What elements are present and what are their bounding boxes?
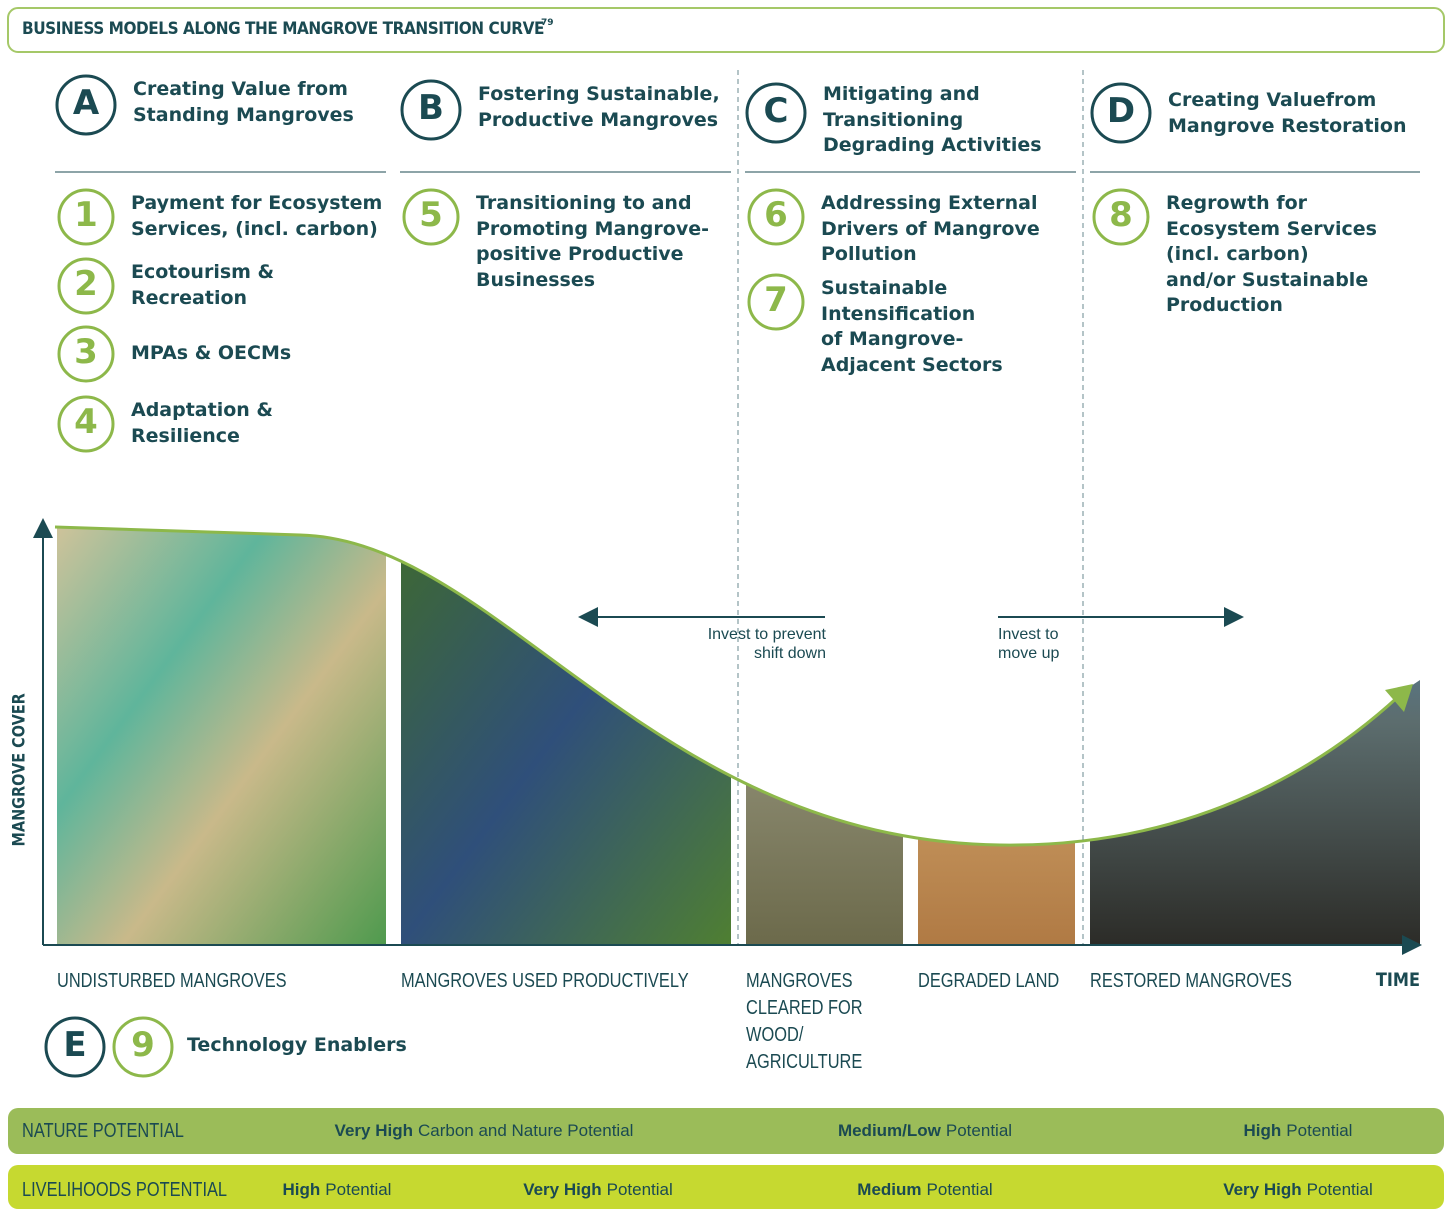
item-text: Production — [1166, 296, 1283, 315]
segment-text: Potential — [1307, 1180, 1373, 1199]
enabler-letter: E — [46, 1028, 104, 1062]
item-text: MPAs & OECMs — [131, 344, 291, 363]
segment-text: Carbon and Nature Potential — [418, 1121, 633, 1140]
item-number: 2 — [59, 267, 113, 301]
segment-bold: High — [283, 1180, 321, 1199]
arrow-label: Invest to — [998, 627, 1058, 643]
item-text: and/or Sustainable — [1166, 271, 1368, 290]
column-heading: Fostering Sustainable, — [478, 85, 720, 104]
nature-bar — [8, 1108, 1444, 1154]
column-letter: D — [1092, 94, 1150, 128]
item-text: Businesses — [476, 271, 595, 290]
item-text: positive Productive — [476, 245, 684, 264]
bar-label: NATURE POTENTIAL — [22, 1121, 184, 1141]
item-number: 3 — [59, 335, 113, 369]
photo — [401, 500, 731, 944]
item-text: Regrowth for — [1166, 194, 1307, 213]
column-heading: Creating Value from — [133, 80, 348, 99]
column-heading: Mangrove Restoration — [1168, 117, 1407, 136]
stage-label: UNDISTURBED MANGROVES — [57, 971, 287, 991]
column-letter: A — [57, 86, 115, 120]
bar-label: LIVELIHOODS POTENTIAL — [22, 1180, 227, 1200]
segment-text: Potential — [927, 1180, 993, 1199]
item-number: 5 — [404, 198, 458, 232]
segment-text: Potential — [607, 1180, 673, 1199]
y-axis-label: MANGROVE COVER — [12, 711, 29, 847]
enabler-label: Technology Enablers — [187, 1036, 407, 1055]
photo — [746, 500, 903, 944]
column-letter: B — [402, 91, 460, 125]
item-text: Adaptation & — [131, 401, 273, 420]
item-text: Sustainable — [821, 279, 947, 298]
segment-bold: Very High — [523, 1180, 601, 1199]
column-letter: C — [747, 94, 805, 128]
item-text: Resilience — [131, 427, 240, 446]
item-number: 4 — [59, 405, 113, 439]
stage-label: WOOD/ — [746, 1025, 803, 1045]
item-number: 1 — [59, 198, 113, 232]
title: BUSINESS MODELS ALONG THE MANGROVE TRANS… — [22, 21, 544, 38]
item-number: 6 — [749, 198, 803, 232]
enabler-number: 9 — [114, 1028, 172, 1062]
item-text: Drivers of Mangrove — [821, 220, 1040, 239]
stage-label: DEGRADED LAND — [918, 971, 1059, 991]
column-heading: Standing Mangroves — [133, 106, 354, 125]
item-text: of Mangrove- — [821, 330, 963, 349]
photo — [918, 500, 1075, 944]
item-text: Payment for Ecosystem — [131, 194, 382, 213]
stage-label: AGRICULTURE — [746, 1052, 862, 1072]
item-number: 7 — [749, 283, 803, 317]
item-text: Adjacent Sectors — [821, 356, 1003, 375]
column-heading: Degrading Activities — [823, 136, 1042, 155]
potential-segment: Very High Carbon and Nature Potential — [335, 1122, 634, 1139]
footnote: 79 — [541, 19, 554, 28]
item-text: Ecotourism & — [131, 263, 274, 282]
item-text: Ecosystem Services — [1166, 220, 1377, 239]
column-heading: Transitioning — [823, 111, 963, 130]
stage-label: MANGROVES — [746, 971, 853, 991]
column-heading: Productive Mangroves — [478, 111, 718, 130]
potential-segment: Medium Potential — [857, 1181, 992, 1198]
arrow-label: move up — [998, 646, 1059, 662]
item-number: 8 — [1094, 198, 1148, 232]
page: (() => { const data = JSON.parse(documen… — [0, 0, 1452, 1211]
item-text: (incl. carbon) — [1166, 245, 1309, 264]
segment-text: Potential — [1286, 1121, 1352, 1140]
segment-bold: High — [1244, 1121, 1282, 1140]
diagram — [0, 0, 1452, 1211]
segment-bold: Very High — [335, 1121, 413, 1140]
stage-label: RESTORED MANGROVES — [1090, 971, 1292, 991]
item-text: Addressing External — [821, 194, 1037, 213]
potential-segment: Very High Potential — [1223, 1181, 1373, 1198]
potential-segment: Very High Potential — [523, 1181, 673, 1198]
item-text: Services, (incl. carbon) — [131, 220, 378, 239]
stage-label: MANGROVES USED PRODUCTIVELY — [401, 971, 689, 991]
x-axis-label: TIME — [1369, 971, 1420, 990]
arrow-label: shift down — [754, 646, 826, 662]
segment-text: Potential — [325, 1180, 391, 1199]
item-text: Promoting Mangrove- — [476, 220, 709, 239]
photo — [57, 500, 386, 944]
column-heading: Creating Valuefrom — [1168, 91, 1376, 110]
item-text: Pollution — [821, 245, 917, 264]
segment-text: Potential — [946, 1121, 1012, 1140]
column-heading: Mitigating and — [823, 85, 980, 104]
item-text: Transitioning to and — [476, 194, 692, 213]
item-text: Recreation — [131, 289, 247, 308]
arrow-label: Invest to prevent — [708, 627, 826, 643]
stage-label: CLEARED FOR — [746, 998, 863, 1018]
segment-bold: Medium — [857, 1180, 921, 1199]
potential-segment: Medium/Low Potential — [838, 1122, 1012, 1139]
segment-bold: Very High — [1223, 1180, 1301, 1199]
segment-bold: Medium/Low — [838, 1121, 941, 1140]
item-text: Intensification — [821, 305, 975, 324]
